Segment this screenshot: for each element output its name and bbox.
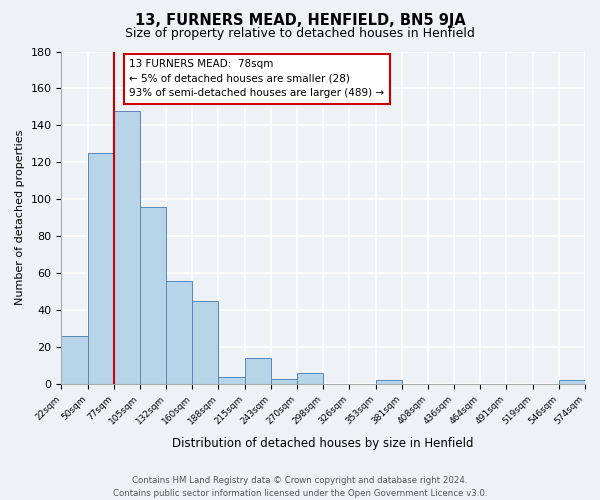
Bar (88, 153, 114, 384)
Bar (61, 336, 88, 384)
Y-axis label: Number of detached properties: Number of detached properties (15, 130, 25, 306)
Text: 13 FURNERS MEAD:  78sqm
← 5% of detached houses are smaller (28)
93% of semi-det: 13 FURNERS MEAD: 78sqm ← 5% of detached … (130, 59, 385, 98)
Text: Size of property relative to detached houses in Henfield: Size of property relative to detached ho… (125, 28, 475, 40)
X-axis label: Distribution of detached houses by size in Henfield: Distribution of detached houses by size … (172, 437, 474, 450)
Text: 13, FURNERS MEAD, HENFIELD, BN5 9JA: 13, FURNERS MEAD, HENFIELD, BN5 9JA (134, 12, 466, 28)
Bar (559, 380, 585, 384)
Bar (245, 358, 271, 384)
Bar (114, 110, 140, 384)
Bar (166, 280, 193, 384)
Bar (271, 378, 297, 384)
Bar (218, 376, 245, 384)
Bar (376, 380, 402, 384)
Bar (140, 206, 166, 384)
Bar (193, 301, 218, 384)
Text: Contains HM Land Registry data © Crown copyright and database right 2024.
Contai: Contains HM Land Registry data © Crown c… (113, 476, 487, 498)
Bar (297, 373, 323, 384)
